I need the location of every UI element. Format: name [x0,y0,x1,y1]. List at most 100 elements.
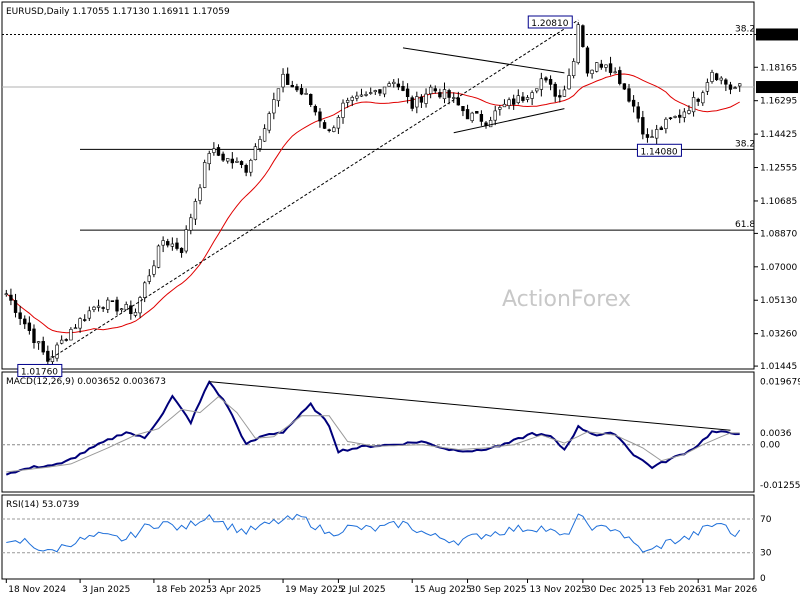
candle-body [262,128,267,142]
fib-label: 38.2 [735,24,755,34]
candle-body [516,95,520,104]
candle-body [378,89,382,94]
macd-current-label: 0.0036 [760,429,792,439]
candle-body [304,93,308,95]
candle-body [309,94,313,106]
candle-body [23,318,27,325]
candle-body [235,160,239,163]
candle-body [618,70,622,84]
signal-line [6,395,740,473]
candle-body [359,94,364,97]
candle-body [244,165,248,173]
candle-body [595,62,599,72]
candle-body [562,89,567,97]
candle-body [659,127,663,130]
candle-body [364,94,368,96]
candle-body [119,308,124,311]
candle-body [285,73,290,85]
level-2000-badge [756,28,798,41]
candle-body [622,83,627,90]
candle-body [345,100,350,103]
candle-body [650,136,654,138]
candle-body [438,92,442,98]
candle-body [654,129,659,139]
price-tick-label: 1.14425 [760,130,797,140]
macd-tick-label: -0.012552 [760,481,800,491]
candle-body [553,83,557,97]
candle-body [272,99,276,114]
price-tick-label: 1.16295 [760,97,797,107]
candle-body [401,85,405,91]
candle-body [13,300,18,313]
candle-body [664,118,668,129]
candle-body [710,72,714,82]
macd-header: MACD(12,26,9) 0.003652 0.003673 [6,377,166,387]
candle-body [32,328,36,343]
x-tick-label: 15 Aug 2025 [414,585,472,595]
candle-body [101,307,105,309]
candle-body [548,79,553,85]
candle-body [226,158,230,162]
trendline [453,108,565,134]
candle-body [175,242,179,249]
candle-body [327,129,331,132]
candle-body [405,88,410,98]
candle-body [479,114,484,122]
candle-body [645,134,650,138]
annotation-box [527,15,573,29]
candle-body [36,341,41,344]
candle-body [221,153,225,161]
candle-body [691,97,696,113]
rsi-header: RSI(14) 53.0739 [6,500,79,510]
candle-body [50,356,55,362]
rsi-panel-frame [1,494,755,580]
candle-body [613,71,617,74]
candle-body [631,99,636,107]
candle-body [202,162,207,188]
price-tick-label: 1.12555 [760,164,797,174]
macd-tick-label: 0.00 [760,441,780,451]
candle-body [230,158,235,164]
candle-body [604,64,608,68]
candle-body [258,139,262,149]
candle-body [387,83,391,87]
candle-body [465,109,470,120]
candle-body [687,110,691,114]
candle-body [392,81,396,84]
candle-body [581,25,585,47]
candle-body [521,96,525,101]
candle-body [92,306,96,310]
candle-body [18,312,22,319]
candle-body [41,341,45,353]
annotation-label: 1.14080 [640,147,677,157]
price-tick-label: 1.08870 [760,229,797,239]
candle-body [599,63,604,68]
level-2000-label: 1.20000 [759,31,796,41]
candle-body [110,300,115,302]
annotation-label: 1.20810 [531,19,568,29]
annotation-box [636,143,682,157]
candle-body [106,299,110,310]
candle-body [295,86,299,91]
candle-body [461,106,465,112]
price-tick-label: 1.18165 [760,63,797,73]
candle-body [484,122,488,126]
candle-body [142,282,147,298]
annotation-label: 1.01760 [21,367,58,377]
price-panel-frame [1,1,755,370]
candle-body [64,339,68,341]
candle-body [738,83,742,87]
candle-body [124,304,128,311]
candle-body [166,241,170,246]
fib-label: 61.8 [735,220,755,230]
candle-body [475,111,479,114]
candle-body [442,89,447,100]
candle-body [456,97,461,106]
price-tick-label: 1.03260 [760,330,797,340]
candle-body [424,93,428,104]
candle-body [373,90,377,93]
candle-body [193,201,198,220]
candle-body [147,275,151,282]
x-tick-label: 3 Jan 2025 [82,585,130,595]
candle-body [322,122,327,129]
